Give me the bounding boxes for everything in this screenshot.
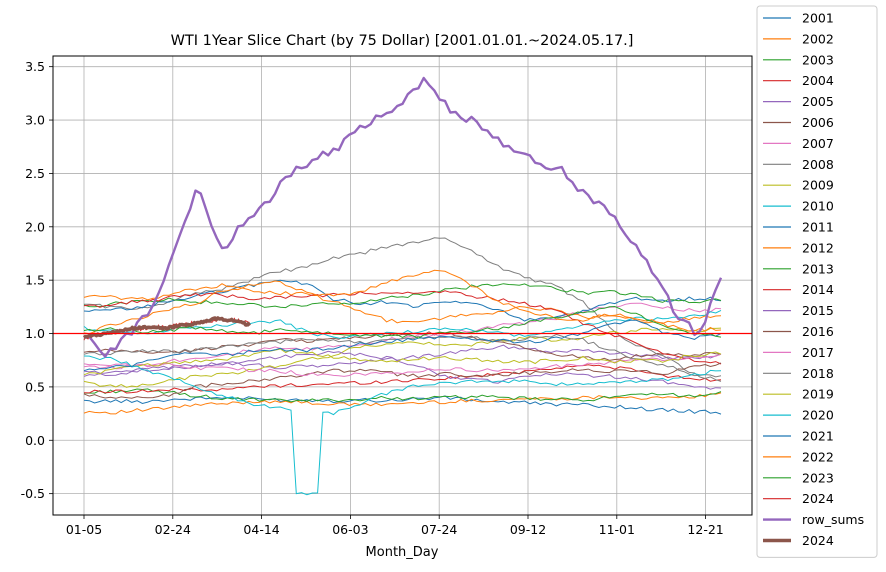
highlight-line-row_sums (83, 76, 723, 358)
legend-label: row_sums (802, 512, 864, 527)
legend-label: 2017 (802, 345, 834, 360)
series-line-2006 (83, 331, 722, 361)
legend: 2001 2002 2003 2004 2005 2006 2007 2008 2009 2010… (756, 5, 878, 558)
x-tick-label: 06-03 (332, 522, 368, 537)
y-tick-label: 1.0 (25, 326, 45, 341)
x-tick-label: 12-21 (687, 522, 723, 537)
legend-label: 2016 (802, 324, 834, 339)
series-line-2011 (83, 279, 722, 322)
series-line-2009 (83, 327, 722, 388)
y-tick-label: 0.5 (25, 379, 45, 394)
x-tick-label: 01-05 (66, 522, 102, 537)
legend-label: 2019 (802, 387, 834, 402)
legend-label: 2022 (802, 449, 834, 464)
series-line-2013 (83, 283, 722, 309)
legend-label: 2021 (802, 429, 834, 444)
chart-title: WTI 1Year Slice Chart (by 75 Dollar) [20… (171, 33, 634, 49)
y-tick-label: -0.5 (21, 486, 45, 501)
series-line-2022 (83, 269, 722, 335)
legend-label: 2011 (802, 220, 834, 235)
legend-label: 2018 (802, 366, 834, 381)
legend-label: 2002 (802, 31, 834, 46)
legend-label: 2013 (802, 261, 834, 276)
x-tick-label: 04-14 (243, 522, 279, 537)
ticks-layer: 01-05 02-24 04-14 06-03 07-24 09-12 11-01 12-21… (21, 59, 724, 537)
y-tick-label: 2.5 (25, 166, 45, 181)
y-tick-label: 2.0 (25, 219, 45, 234)
legend-label: 2012 (802, 240, 834, 255)
series-line-2014 (83, 290, 722, 365)
x-axis-label: Month_Day (366, 545, 439, 560)
legend-label: 2020 (802, 408, 834, 423)
series-line-2018 (83, 333, 722, 378)
legend-label: 2003 (802, 52, 834, 67)
y-tick-label: 1.5 (25, 273, 45, 288)
y-tick-label: 3.5 (25, 59, 45, 74)
series-line-2019 (83, 348, 722, 376)
legend-label: 2007 (802, 136, 834, 151)
series-line-2001 (83, 395, 722, 415)
x-tick-label: 09-12 (510, 522, 546, 537)
legend-label: 2024 (802, 533, 834, 548)
series-line-2012 (83, 283, 722, 325)
legend-label: 2024 (802, 491, 834, 506)
series-line-2021 (83, 319, 722, 372)
legend-label: 2005 (802, 94, 834, 109)
y-tick-label: 0.0 (25, 433, 45, 448)
y-tick-label: 3.0 (25, 113, 45, 128)
series-line-2017 (83, 353, 722, 377)
legend-label: 2009 (802, 178, 834, 193)
legend-label: 2023 (802, 470, 834, 485)
legend-label: 2015 (802, 303, 834, 318)
x-tick-label: 07-24 (421, 522, 457, 537)
plot-frame (52, 55, 753, 516)
x-tick-label: 02-24 (155, 522, 191, 537)
legend-label: 2006 (802, 115, 834, 130)
series-line-2002 (83, 392, 722, 415)
series-line-2020 (83, 355, 722, 496)
legend-label: 2010 (802, 199, 834, 214)
x-tick-label: 11-01 (599, 522, 635, 537)
series-line-2003 (84, 388, 722, 403)
legend-label: 2004 (802, 73, 834, 88)
legend-label: 2014 (802, 282, 834, 297)
series-line-2004 (83, 364, 722, 394)
legend-label: 2008 (802, 157, 834, 172)
series-line-2015 (83, 350, 722, 390)
legend-label: 2001 (802, 11, 834, 26)
series-line-2023 (83, 305, 722, 339)
